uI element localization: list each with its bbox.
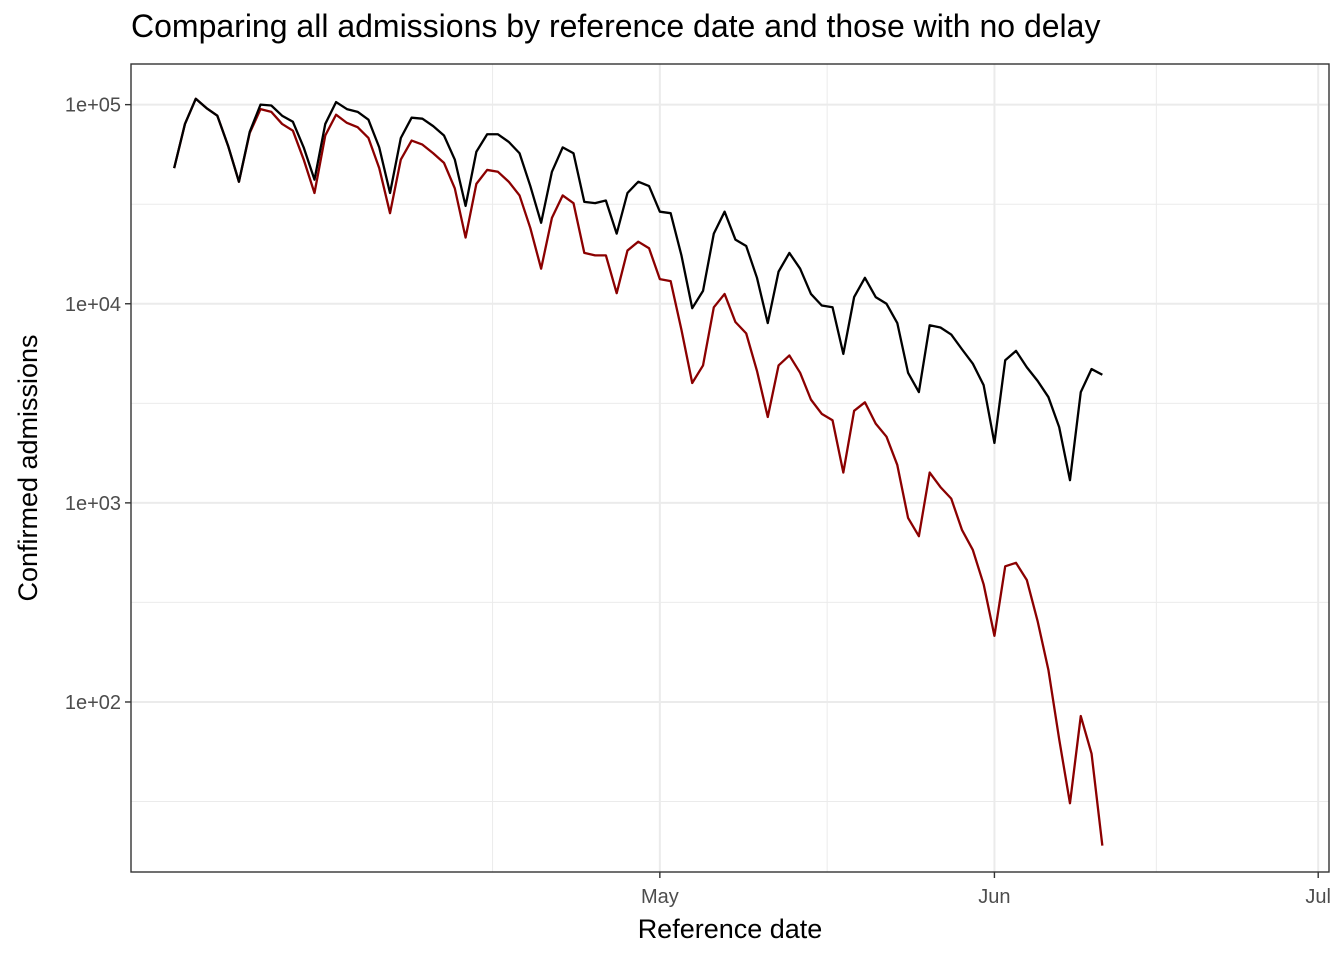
y-tick-label: 1e+03	[65, 493, 121, 515]
plot-border	[130, 63, 1330, 873]
y-tick-label: 1e+04	[65, 294, 121, 316]
chart-title: Comparing all admissions by reference da…	[131, 8, 1101, 44]
major-gridlines	[131, 64, 1329, 872]
y-tick-label: 1e+02	[65, 692, 121, 714]
x-axis-title: Reference date	[638, 914, 823, 944]
y-axis: 1e+02 1e+03 1e+04 1e+05	[65, 95, 131, 714]
x-tick-label: Jun	[978, 886, 1010, 908]
series-line-2	[173, 97, 1104, 846]
x-tick-label: May	[641, 886, 679, 908]
x-tick-label: Jul	[1305, 886, 1331, 908]
series-line-1	[173, 97, 1103, 482]
y-axis-title: Confirmed admissions	[13, 334, 43, 601]
y-tick-label: 1e+05	[65, 95, 121, 117]
x-axis: May Jun Jul	[641, 872, 1331, 908]
series-lines	[173, 97, 1104, 846]
plot-background	[131, 64, 1329, 872]
minor-gridlines	[131, 64, 1329, 872]
